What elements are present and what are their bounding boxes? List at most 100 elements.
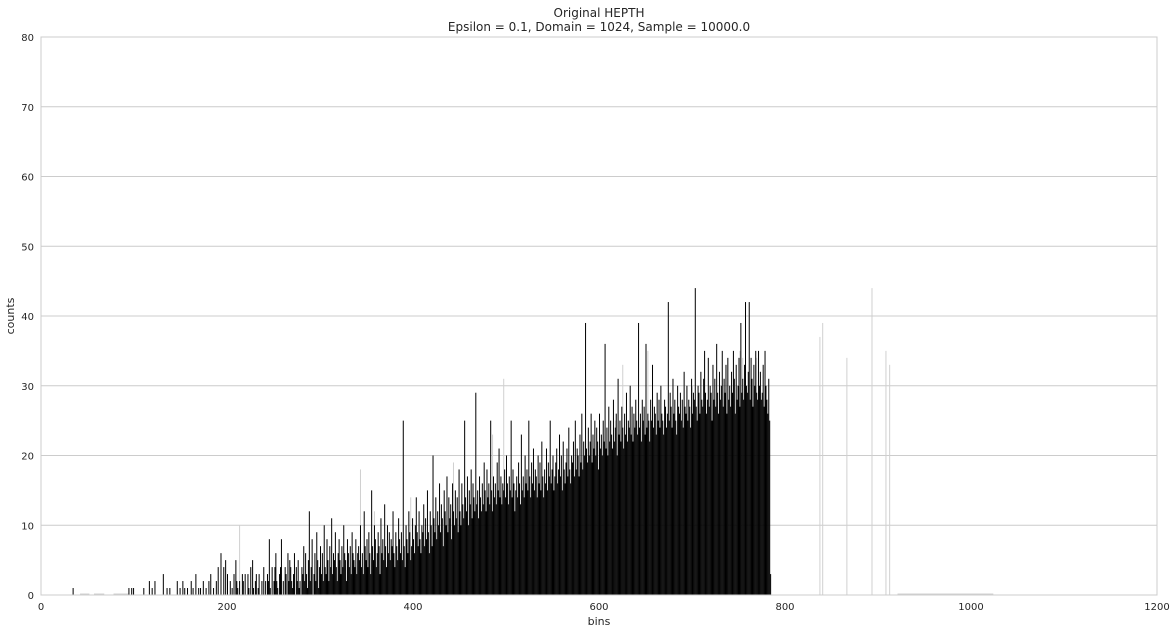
bar [721, 350, 723, 595]
bar [754, 385, 756, 595]
bar [743, 399, 745, 595]
bar [327, 560, 329, 595]
bar [510, 420, 512, 595]
bar [261, 581, 263, 595]
bar [627, 420, 629, 595]
bar [346, 539, 348, 595]
bar [332, 574, 334, 595]
bar [736, 399, 738, 595]
bar [192, 588, 194, 595]
bar [346, 581, 348, 595]
bar [520, 434, 522, 595]
y-tick-label: 30 [21, 382, 34, 393]
bar [382, 539, 384, 595]
bar [444, 511, 446, 595]
bar [588, 455, 590, 595]
bar [656, 392, 658, 595]
bar [271, 567, 273, 595]
bar [607, 455, 609, 595]
bar [426, 490, 428, 595]
bar [419, 539, 421, 595]
bar [321, 553, 323, 595]
bar [767, 413, 769, 595]
bar [335, 567, 337, 595]
bar [693, 399, 695, 595]
bar [571, 455, 573, 595]
bar [489, 504, 491, 595]
bar [714, 378, 716, 595]
bar [569, 469, 571, 595]
bar [634, 427, 636, 595]
bar [367, 567, 369, 595]
bar [527, 490, 529, 595]
bar [469, 504, 471, 595]
bar [575, 469, 577, 595]
bar [562, 441, 564, 595]
bar [612, 399, 614, 595]
bar [536, 497, 538, 595]
bar [670, 406, 672, 595]
bar [603, 441, 605, 595]
bar [257, 588, 259, 595]
bar [433, 518, 435, 595]
bar [319, 567, 321, 595]
bar [498, 448, 500, 595]
bar [386, 525, 388, 595]
bar [563, 469, 565, 595]
bar [639, 413, 641, 595]
bar [674, 399, 676, 595]
bar [428, 553, 430, 595]
bar [692, 392, 694, 595]
bar [441, 518, 443, 595]
bar [371, 490, 373, 595]
bar [694, 288, 696, 595]
bar [284, 567, 286, 595]
bar [440, 504, 442, 595]
bar [592, 434, 594, 595]
bar [712, 364, 714, 595]
bar [299, 581, 301, 595]
bar [298, 588, 300, 595]
bar [538, 483, 540, 595]
highlight-bar [822, 322, 824, 595]
bar [200, 588, 202, 595]
bar [583, 441, 585, 595]
bar [604, 343, 606, 595]
plot-frame [40, 36, 1158, 596]
bar [445, 525, 447, 595]
chart-title: Original HEPTH [554, 6, 645, 20]
bar [718, 371, 720, 595]
bar [636, 420, 638, 595]
bar [727, 357, 729, 595]
bar [465, 497, 467, 595]
bar [688, 399, 690, 595]
bar [182, 581, 184, 595]
bar [759, 371, 761, 595]
bar [437, 511, 439, 595]
bar [731, 371, 733, 595]
bar [269, 588, 271, 595]
bar [326, 539, 328, 595]
bar [462, 504, 464, 595]
bar [567, 476, 569, 595]
bar [334, 532, 336, 595]
count-bars [72, 288, 772, 595]
bar [561, 490, 563, 595]
bar [601, 455, 603, 595]
y-tick-label: 0 [28, 591, 34, 602]
bar [576, 448, 578, 595]
bar [285, 574, 287, 595]
bar [236, 581, 238, 595]
bar [331, 518, 333, 595]
bar [459, 511, 461, 595]
bar [590, 413, 592, 595]
bar [500, 476, 502, 595]
bar [215, 581, 217, 595]
bar [403, 546, 405, 595]
bar [318, 588, 320, 595]
bar [412, 518, 414, 595]
bar [621, 406, 623, 595]
bar [609, 441, 611, 595]
bar [532, 483, 534, 595]
